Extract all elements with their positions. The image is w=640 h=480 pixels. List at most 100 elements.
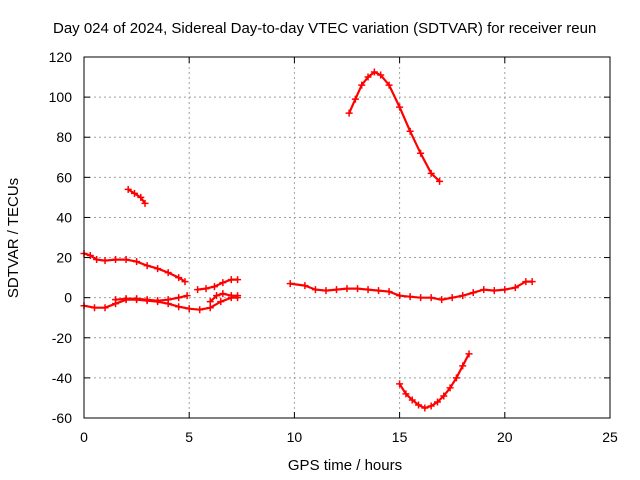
data-point bbox=[501, 286, 509, 294]
data-point bbox=[164, 269, 172, 277]
data-point bbox=[175, 294, 183, 302]
data-point bbox=[154, 265, 162, 273]
series-trace-d bbox=[112, 292, 191, 305]
y-tick-label: 60 bbox=[56, 169, 72, 185]
data-point bbox=[213, 292, 221, 300]
data-point bbox=[141, 199, 149, 207]
series-line bbox=[348, 70, 441, 183]
data-point bbox=[375, 287, 383, 295]
data-point bbox=[385, 81, 393, 89]
y-tick-label: 100 bbox=[49, 89, 73, 105]
data-point bbox=[93, 256, 101, 264]
data-point bbox=[185, 305, 193, 313]
data-point bbox=[377, 71, 385, 79]
y-axis-label: SDTVAR / TECUs bbox=[5, 178, 22, 298]
data-point bbox=[112, 296, 120, 304]
data-point bbox=[124, 185, 132, 193]
series-trace-h bbox=[345, 68, 444, 185]
data-point bbox=[438, 296, 446, 304]
data-point bbox=[427, 169, 435, 177]
data-point bbox=[396, 292, 404, 300]
data-point bbox=[406, 127, 414, 135]
data-point bbox=[436, 177, 444, 185]
data-point bbox=[385, 288, 393, 296]
data-point bbox=[133, 258, 141, 266]
grid-lines bbox=[84, 57, 610, 418]
data-point bbox=[452, 374, 460, 382]
y-tick-label: 0 bbox=[64, 290, 72, 306]
data-point bbox=[427, 402, 435, 410]
data-point bbox=[415, 401, 423, 409]
data-point bbox=[322, 287, 330, 295]
data-point bbox=[465, 350, 473, 358]
data-point bbox=[459, 292, 467, 300]
data-point bbox=[490, 287, 498, 295]
data-point bbox=[417, 149, 425, 157]
x-axis-label: GPS time / hours bbox=[288, 457, 402, 474]
y-tick-label: 80 bbox=[56, 129, 72, 145]
data-point bbox=[175, 303, 183, 311]
data-point bbox=[154, 297, 162, 305]
data-point bbox=[402, 390, 410, 398]
data-point bbox=[122, 295, 130, 303]
x-tick-label: 20 bbox=[497, 429, 513, 445]
chart-title: Day 024 of 2024, Sidereal Day-to-day VTE… bbox=[53, 20, 596, 37]
series-trace-i bbox=[396, 350, 473, 412]
plot-frame bbox=[83, 56, 611, 419]
y-tick-label: 20 bbox=[56, 250, 72, 266]
data-point bbox=[101, 257, 109, 265]
x-tick-label: 0 bbox=[80, 429, 88, 445]
data-point bbox=[143, 262, 151, 270]
data-point bbox=[133, 295, 141, 303]
data-point bbox=[91, 304, 99, 312]
data-point bbox=[101, 304, 109, 312]
data-point bbox=[175, 274, 183, 282]
data-point bbox=[406, 293, 414, 301]
data-point bbox=[469, 289, 477, 297]
series-trace-a bbox=[80, 250, 189, 286]
y-tick-label: 40 bbox=[56, 209, 72, 225]
data-point bbox=[522, 278, 530, 286]
y-tick-label: -40 bbox=[52, 370, 72, 386]
data-point bbox=[219, 279, 227, 287]
data-point bbox=[345, 109, 353, 117]
data-point bbox=[202, 285, 210, 293]
data-point bbox=[364, 286, 372, 294]
data-point bbox=[234, 292, 242, 300]
data-point bbox=[181, 278, 189, 286]
series-trace-e bbox=[194, 276, 242, 294]
data-point bbox=[227, 292, 235, 300]
data-point bbox=[311, 286, 319, 294]
data-point bbox=[286, 280, 294, 288]
axis-ticks: 0 5 10 15 20 25 -60 -40 -20 0 20 40 60 80 100 120 bbox=[49, 49, 618, 445]
data-point bbox=[164, 296, 172, 304]
series-line bbox=[127, 188, 146, 205]
series-line bbox=[398, 353, 470, 410]
data-point bbox=[332, 286, 340, 294]
data-point bbox=[206, 298, 214, 306]
x-tick-label: 15 bbox=[392, 429, 408, 445]
data-point bbox=[130, 189, 138, 197]
data-point bbox=[459, 362, 467, 370]
data-point bbox=[408, 396, 416, 404]
x-tick-label: 10 bbox=[287, 429, 303, 445]
data-point bbox=[219, 290, 227, 298]
data-point bbox=[511, 284, 519, 292]
data-point bbox=[196, 306, 204, 314]
data-point bbox=[427, 294, 435, 302]
data-point bbox=[417, 294, 425, 302]
data-point bbox=[354, 285, 362, 293]
data-point bbox=[351, 95, 359, 103]
series-trace-g bbox=[286, 278, 536, 304]
data-point bbox=[370, 68, 378, 76]
data-point bbox=[137, 193, 145, 201]
data-point bbox=[112, 256, 120, 264]
series-line bbox=[83, 296, 238, 311]
data-point bbox=[122, 256, 130, 264]
data-point bbox=[446, 384, 454, 392]
data-point bbox=[396, 103, 404, 111]
series-trace-f bbox=[206, 290, 242, 306]
y-tick-label: -20 bbox=[52, 330, 72, 346]
data-point bbox=[396, 380, 404, 388]
data-point bbox=[528, 278, 536, 286]
